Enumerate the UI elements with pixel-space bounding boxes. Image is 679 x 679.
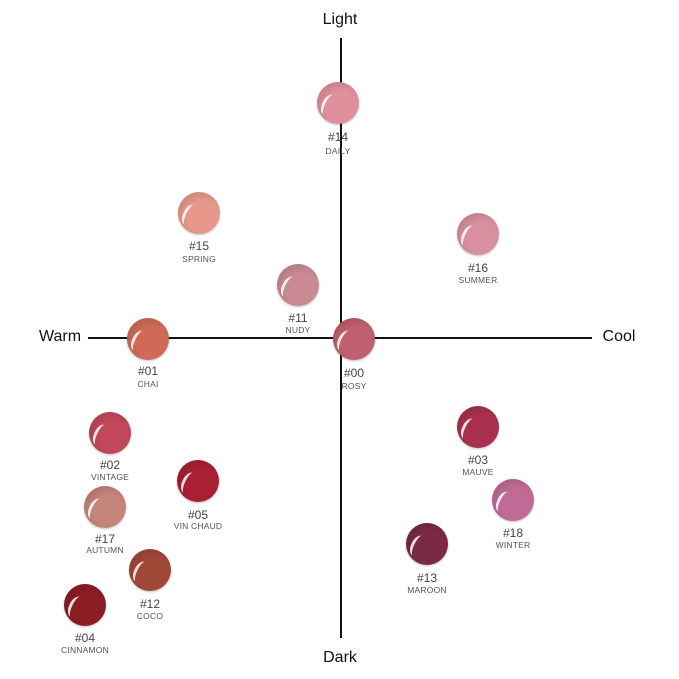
swatch <box>64 584 106 626</box>
shade-number: #15 <box>188 239 210 253</box>
shade-name: VIN CHAUD <box>173 521 223 531</box>
shade-number: #13 <box>416 571 438 585</box>
shade-number: #04 <box>74 631 96 645</box>
swatch <box>84 486 126 528</box>
shade-name: WINTER <box>495 540 531 550</box>
swatch <box>127 318 169 360</box>
swatch <box>277 264 319 306</box>
shade-number: #03 <box>467 453 489 467</box>
shade-number: #14 <box>327 130 349 144</box>
shade-name: SPRING <box>182 254 216 264</box>
shade-name: MAUVE <box>462 467 494 477</box>
shade-name: DAILY <box>325 146 351 156</box>
shade-name: NUDY <box>285 325 311 335</box>
shade-number: #02 <box>99 458 121 472</box>
shade-number: #11 <box>288 311 308 325</box>
shade-number: #16 <box>467 261 489 275</box>
swatch <box>129 549 171 591</box>
swatch <box>457 406 499 448</box>
swatch <box>177 460 219 502</box>
swatch <box>492 479 534 521</box>
swatch <box>333 318 375 360</box>
shade-number: #17 <box>94 532 116 546</box>
axis-label-cool: Cool <box>602 328 636 345</box>
shade-number: #18 <box>502 526 524 540</box>
axis-label-warm: Warm <box>38 328 82 345</box>
axis-label-light: Light <box>322 11 358 28</box>
shade-name: ROSY <box>341 381 367 391</box>
swatch <box>178 192 220 234</box>
axis-label-dark: Dark <box>323 649 357 666</box>
swatch <box>89 412 131 454</box>
shade-name: MAROON <box>407 585 447 595</box>
shade-number: #12 <box>139 597 161 611</box>
shade-name: AUTUMN <box>86 545 124 555</box>
shade-number: #00 <box>343 366 365 380</box>
swatch <box>457 213 499 255</box>
shade-name: VINTAGE <box>90 472 130 482</box>
shade-name: CINNAMON <box>61 645 109 655</box>
shade-number: #01 <box>137 364 159 378</box>
shade-number: #05 <box>187 508 209 522</box>
shade-name: SUMMER <box>458 275 498 285</box>
swatch <box>317 82 359 124</box>
shade-name: COCO <box>136 611 164 621</box>
shade-name: CHAI <box>137 379 159 389</box>
swatch <box>406 523 448 565</box>
